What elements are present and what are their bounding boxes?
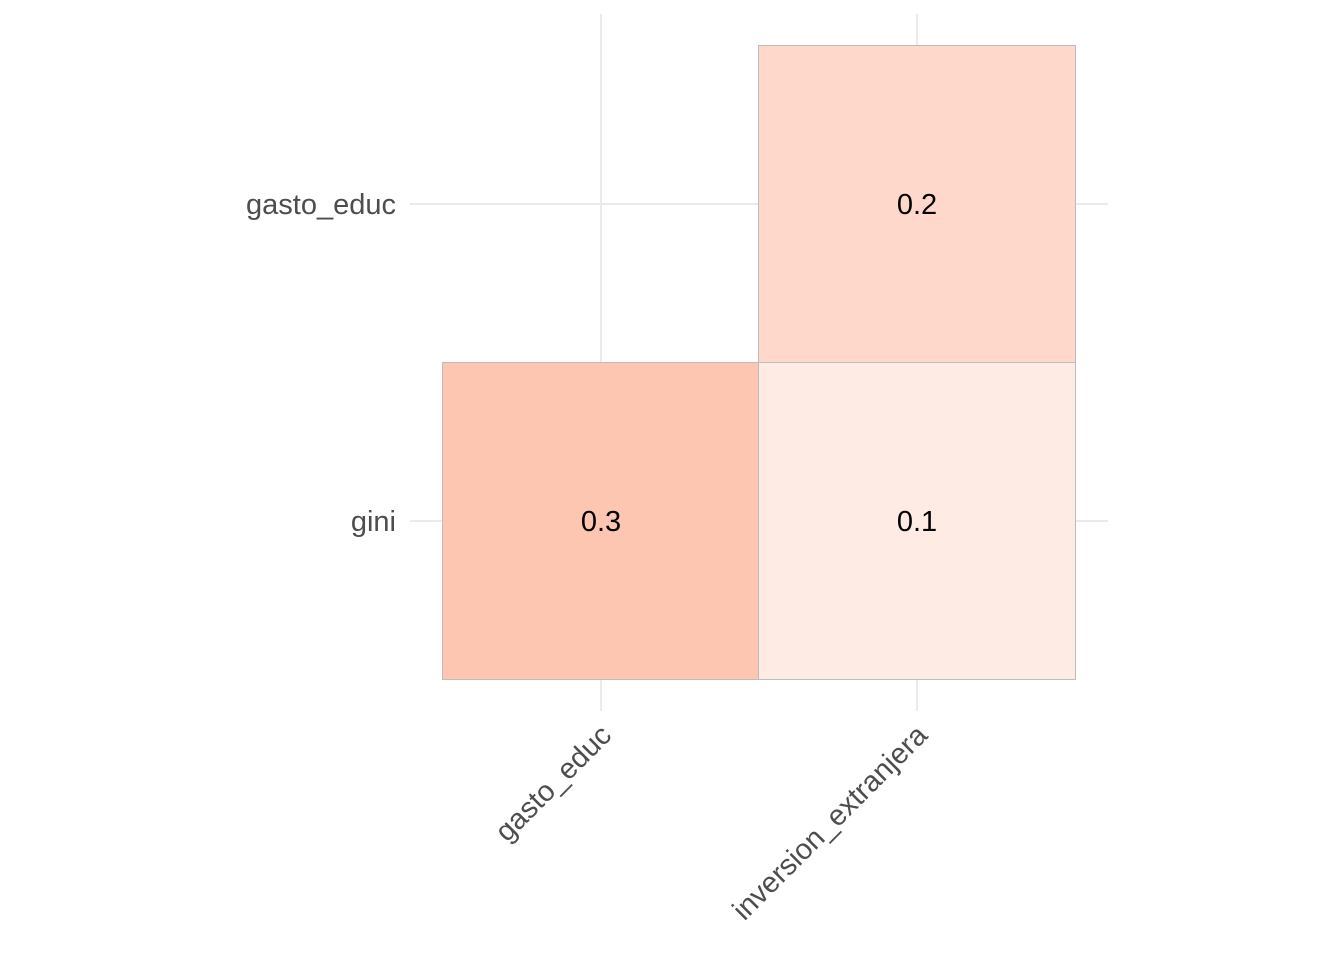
cell-value-label: 0.2 (897, 189, 937, 221)
cell-value-label: 0.3 (581, 506, 621, 538)
heatmap-cell (758, 362, 1076, 680)
x-axis-tick-labels: gasto_educ inversion_extranjera (489, 719, 934, 927)
heatmap-cell (758, 45, 1076, 363)
y-tick-label: gini (351, 506, 396, 538)
heatmap-cells (442, 45, 1076, 680)
cell-value-label: 0.1 (897, 506, 937, 538)
cell-value-labels: 0.3 0.1 0.2 (581, 189, 937, 538)
x-tick-label: gasto_educ (489, 719, 618, 848)
x-tick-label: inversion_extranjera (727, 719, 935, 927)
y-tick-label: gasto_educ (246, 189, 396, 221)
heatmap-cell (442, 362, 760, 680)
y-axis-tick-labels: gini gasto_educ (246, 189, 396, 538)
